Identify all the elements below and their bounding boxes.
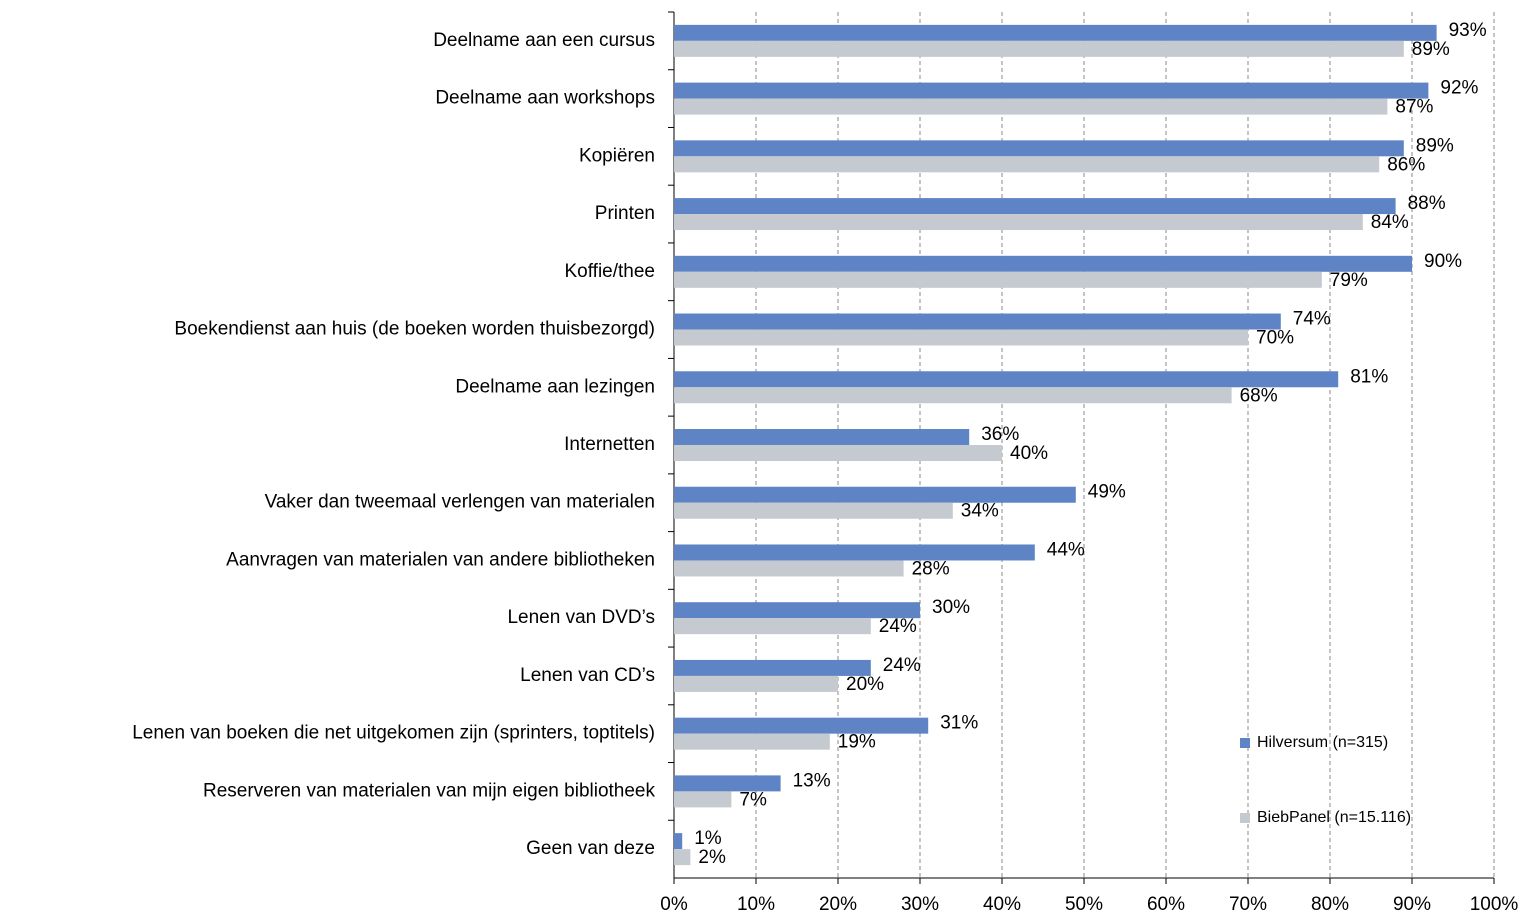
x-tick-label: 50% bbox=[1065, 894, 1103, 915]
y-tick-label: Internetten bbox=[564, 434, 655, 455]
data-label: 24% bbox=[883, 655, 921, 676]
bar bbox=[674, 445, 1002, 461]
y-tick-label: Geen van deze bbox=[526, 838, 655, 859]
data-label: 88% bbox=[1408, 193, 1446, 214]
data-label: 28% bbox=[912, 558, 950, 579]
y-tick-label: Printen bbox=[595, 203, 655, 224]
data-label: 30% bbox=[932, 597, 970, 618]
data-label: 84% bbox=[1371, 212, 1409, 233]
bar bbox=[674, 618, 871, 635]
data-label: 89% bbox=[1412, 39, 1450, 60]
data-label: 1% bbox=[694, 828, 722, 849]
data-label: 44% bbox=[1047, 539, 1085, 560]
bar bbox=[674, 775, 781, 792]
data-label: 13% bbox=[793, 770, 831, 791]
data-label: 93% bbox=[1449, 20, 1487, 41]
x-tick-label: 0% bbox=[660, 894, 688, 915]
legend-swatch bbox=[1240, 738, 1250, 748]
y-tick-label: Aanvragen van materialen van andere bibl… bbox=[226, 549, 655, 570]
bar bbox=[674, 24, 1437, 41]
bar bbox=[674, 140, 1404, 157]
bar bbox=[674, 371, 1339, 388]
data-label: 70% bbox=[1256, 328, 1294, 349]
x-tick-label: 60% bbox=[1147, 894, 1185, 915]
bar bbox=[674, 502, 953, 519]
x-tick-label: 70% bbox=[1229, 894, 1267, 915]
data-label: 19% bbox=[838, 732, 876, 753]
y-tick-label: Reserveren van materialen van mijn eigen… bbox=[203, 780, 656, 801]
x-tick-label: 30% bbox=[901, 894, 939, 915]
bar bbox=[674, 544, 1035, 561]
y-tick-label: Lenen van CD’s bbox=[520, 665, 655, 686]
bar bbox=[674, 675, 838, 692]
y-tick-label: Deelname aan workshops bbox=[435, 88, 655, 109]
y-tick-label: Kopiëren bbox=[579, 145, 655, 166]
data-label: 20% bbox=[846, 674, 884, 695]
bar bbox=[674, 387, 1232, 404]
data-label: 36% bbox=[981, 424, 1019, 445]
y-tick-label: Lenen van boeken die net uitgekomen zijn… bbox=[132, 723, 655, 744]
data-label: 31% bbox=[940, 713, 978, 734]
bar bbox=[674, 313, 1281, 330]
data-label: 34% bbox=[961, 501, 999, 522]
x-tick-label: 90% bbox=[1393, 894, 1431, 915]
bar bbox=[674, 156, 1380, 173]
x-tick-label: 20% bbox=[819, 894, 857, 915]
bar bbox=[674, 602, 920, 619]
x-tick-label: 80% bbox=[1311, 894, 1349, 915]
bar bbox=[674, 429, 970, 445]
data-label: 90% bbox=[1424, 251, 1462, 272]
bar bbox=[674, 271, 1322, 288]
bar bbox=[674, 560, 904, 577]
data-label: 2% bbox=[698, 847, 726, 868]
data-label: 86% bbox=[1387, 154, 1425, 175]
bar bbox=[674, 255, 1412, 272]
y-tick-label: Deelname aan lezingen bbox=[455, 376, 655, 397]
y-tick-label: Deelname aan een cursus bbox=[433, 30, 655, 51]
bar bbox=[674, 329, 1248, 346]
bar bbox=[674, 40, 1404, 57]
y-tick-label: Lenen van DVD’s bbox=[507, 607, 655, 628]
bar bbox=[674, 659, 871, 676]
bar bbox=[674, 833, 683, 850]
bar bbox=[674, 849, 691, 866]
x-tick-label: 100% bbox=[1470, 894, 1519, 915]
data-label: 7% bbox=[739, 789, 767, 810]
legend-label: BiebPanel (n=15.116) bbox=[1257, 809, 1411, 826]
data-label: 24% bbox=[879, 616, 917, 637]
bar bbox=[674, 82, 1429, 99]
data-label: 79% bbox=[1330, 270, 1368, 291]
data-label: 89% bbox=[1416, 135, 1454, 156]
bar bbox=[674, 214, 1363, 231]
data-label: 81% bbox=[1350, 366, 1388, 387]
data-label: 40% bbox=[1010, 443, 1048, 464]
data-label: 68% bbox=[1240, 385, 1278, 406]
data-label: 87% bbox=[1395, 97, 1433, 118]
x-tick-label: 10% bbox=[737, 894, 775, 915]
y-tick-label: Vaker dan tweemaal verlengen van materia… bbox=[265, 492, 655, 513]
data-label: 92% bbox=[1440, 78, 1478, 99]
y-tick-label: Koffie/thee bbox=[564, 261, 655, 282]
bar bbox=[674, 486, 1076, 503]
legend-label: Hilversum (n=315) bbox=[1257, 734, 1388, 751]
bar bbox=[674, 98, 1388, 115]
data-label: 74% bbox=[1293, 309, 1331, 330]
bar bbox=[674, 791, 732, 808]
legend-swatch bbox=[1240, 813, 1250, 823]
x-tick-label: 40% bbox=[983, 894, 1021, 915]
bar bbox=[674, 198, 1396, 215]
bar bbox=[674, 733, 830, 750]
bar bbox=[674, 717, 929, 734]
y-tick-label: Boekendienst aan huis (de boeken worden … bbox=[174, 319, 655, 340]
data-label: 49% bbox=[1088, 482, 1126, 503]
